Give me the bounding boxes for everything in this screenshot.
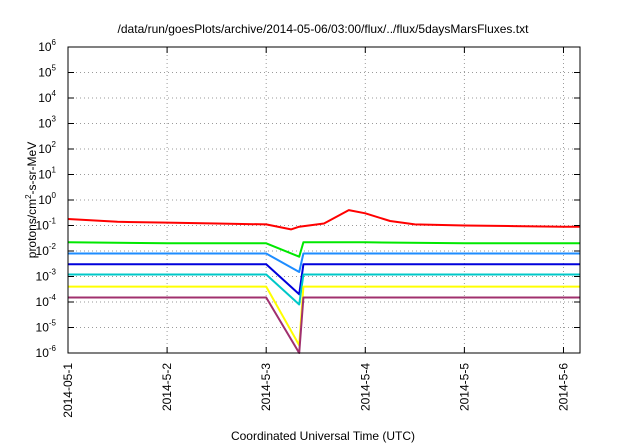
y-tick-exponent: -3: [49, 268, 57, 277]
x-tick-label: 2014-05-1: [61, 363, 75, 418]
y-tick-exponent: -4: [49, 293, 57, 302]
y-tick-label: 10-5: [36, 319, 57, 335]
x-axis: 2014-05-1 2014-5-2 2014-5-3 2014-5-4 2014-5-…: [61, 47, 570, 418]
y-tick-base: 10: [36, 244, 50, 258]
y-tick-exponent: 0: [52, 191, 57, 200]
y-tick-label: 10-1: [36, 217, 57, 233]
y-tick-label: 103: [38, 115, 56, 131]
y-tick-exponent: 4: [52, 89, 57, 98]
y-tick-label: 105: [38, 64, 56, 80]
y-tick-base: 10: [36, 295, 50, 309]
grid: [67, 46, 580, 354]
y-tick-base: 10: [36, 219, 50, 233]
chart-title: /data/run/goesPlots/archive/2014-05-06/0…: [118, 22, 530, 36]
series-line-4: [68, 263, 580, 296]
y-axis-label-suffix: -s-sr-MeV: [25, 142, 39, 195]
x-tick-label: 2014-5-4: [358, 363, 372, 411]
y-tick-label: 100: [38, 191, 56, 207]
x-axis-label: Coordinated Universal Time (UTC): [231, 429, 415, 443]
y-tick-label: 106: [38, 38, 56, 54]
y-tick-exponent: 1: [52, 166, 57, 175]
y-axis-label: protons/cm2-s-sr-MeV: [24, 142, 39, 258]
x-tick-label: 2014-5-5: [457, 363, 471, 411]
y-tick-exponent: 2: [52, 140, 57, 149]
y-tick-exponent: -1: [49, 217, 57, 226]
y-tick-base: 10: [38, 66, 52, 80]
x-tick-label: 2014-5-6: [556, 363, 570, 411]
y-tick-base: 10: [38, 117, 52, 131]
y-axis: 10-610-510-410-310-210-11001011021031041…: [36, 38, 580, 360]
y-tick-exponent: 6: [52, 38, 57, 47]
y-tick-label: 10-3: [36, 268, 57, 284]
series-layer: [67, 209, 580, 354]
y-tick-base: 10: [36, 321, 50, 335]
series-line-5: [68, 273, 580, 306]
y-tick-base: 10: [38, 168, 52, 182]
series-line-1: [67, 209, 580, 231]
y-tick-label: 104: [38, 89, 56, 105]
y-tick-label: 101: [38, 166, 56, 182]
series-line-2: [67, 241, 580, 258]
y-tick-exponent: 3: [52, 115, 57, 124]
y-axis-label-superscript: 2: [24, 194, 33, 199]
series-line-3: [68, 252, 580, 273]
y-tick-base: 10: [38, 142, 52, 156]
y-tick-base: 10: [38, 91, 52, 105]
y-tick-base: 10: [38, 40, 52, 54]
series-line-7: [68, 296, 580, 354]
y-tick-base: 10: [36, 346, 50, 360]
y-tick-exponent: -6: [49, 344, 57, 353]
y-tick-label: 10-4: [36, 293, 57, 309]
y-tick-exponent: -5: [49, 319, 57, 328]
y-tick-base: 10: [38, 193, 52, 207]
y-tick-exponent: -2: [49, 242, 57, 251]
y-tick-base: 10: [36, 270, 50, 284]
y-tick-exponent: 5: [52, 64, 57, 73]
y-tick-label: 10-6: [36, 344, 57, 360]
y-tick-label: 10-2: [36, 242, 57, 258]
y-axis-label-text: protons/cm: [25, 199, 39, 258]
series-line-6: [68, 285, 580, 347]
x-tick-label: 2014-5-2: [160, 363, 174, 411]
x-tick-label: 2014-5-3: [259, 363, 273, 411]
y-tick-label: 102: [38, 140, 56, 156]
